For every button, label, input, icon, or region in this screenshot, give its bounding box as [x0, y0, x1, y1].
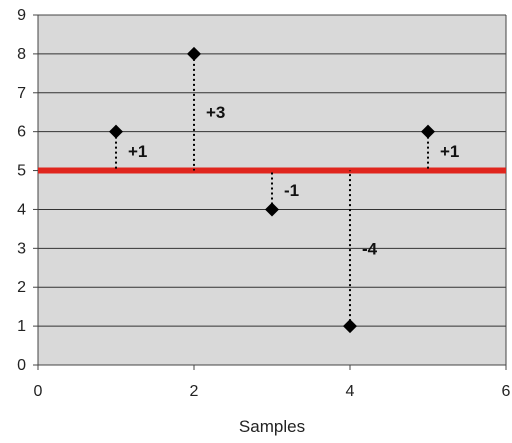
- data-label: +1: [440, 142, 459, 161]
- y-tick-label: 3: [17, 240, 26, 257]
- y-tick-label: 8: [17, 46, 26, 63]
- data-point: [265, 202, 279, 217]
- y-tick-label: 4: [17, 201, 26, 218]
- x-axis-label: Samples: [239, 417, 305, 436]
- y-tick-label: 5: [17, 163, 26, 180]
- x-tick-label: 0: [34, 383, 43, 400]
- x-tick-label: 4: [346, 383, 355, 400]
- y-axis: 0 1 2 3 4 5 6 7 8 9: [17, 7, 39, 374]
- data-labels: +1 +3 -1 -4 +1: [128, 103, 459, 258]
- x-tick-label: 2: [190, 383, 199, 400]
- y-tick-label: 1: [17, 318, 26, 335]
- data-points: [109, 46, 435, 334]
- plot-area: [38, 15, 506, 365]
- y-tick-label: 9: [17, 7, 26, 24]
- data-point: [109, 124, 123, 139]
- y-tick-label: 6: [17, 124, 26, 141]
- x-tick-label: 6: [502, 383, 511, 400]
- x-axis: 0 2 4 6: [34, 364, 511, 400]
- data-label: +3: [206, 103, 225, 122]
- y-tick-label: 2: [17, 279, 26, 296]
- data-label: -4: [362, 239, 378, 258]
- data-point: [343, 319, 357, 334]
- data-point: [187, 46, 201, 61]
- data-point: [421, 124, 435, 139]
- y-tick-label: 7: [17, 85, 26, 102]
- y-tick-label: 0: [17, 357, 26, 374]
- data-label: +1: [128, 142, 147, 161]
- data-label: -1: [284, 181, 299, 200]
